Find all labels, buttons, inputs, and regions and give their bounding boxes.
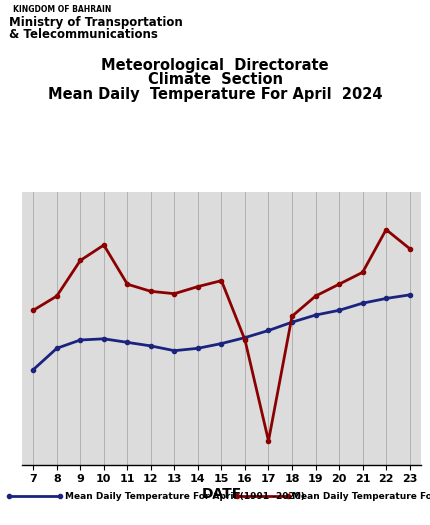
X-axis label: DATE: DATE	[201, 487, 242, 501]
Text: Meteorological  Directorate: Meteorological Directorate	[101, 58, 329, 73]
Text: KINGDOM OF BAHRAIN: KINGDOM OF BAHRAIN	[13, 5, 111, 14]
Text: Climate  Section: Climate Section	[147, 72, 283, 87]
Text: Mean Daily  Temperature For April  2024: Mean Daily Temperature For April 2024	[48, 87, 382, 102]
Text: Ministry of Transportation: Ministry of Transportation	[9, 16, 182, 29]
Text: & Telecommunications: & Telecommunications	[9, 28, 157, 41]
Text: Mean Daily Temperature For April 2024: Mean Daily Temperature For April 2024	[292, 491, 430, 501]
Text: Mean Daily Temperature For April (1991 -2020): Mean Daily Temperature For April (1991 -…	[64, 491, 304, 501]
